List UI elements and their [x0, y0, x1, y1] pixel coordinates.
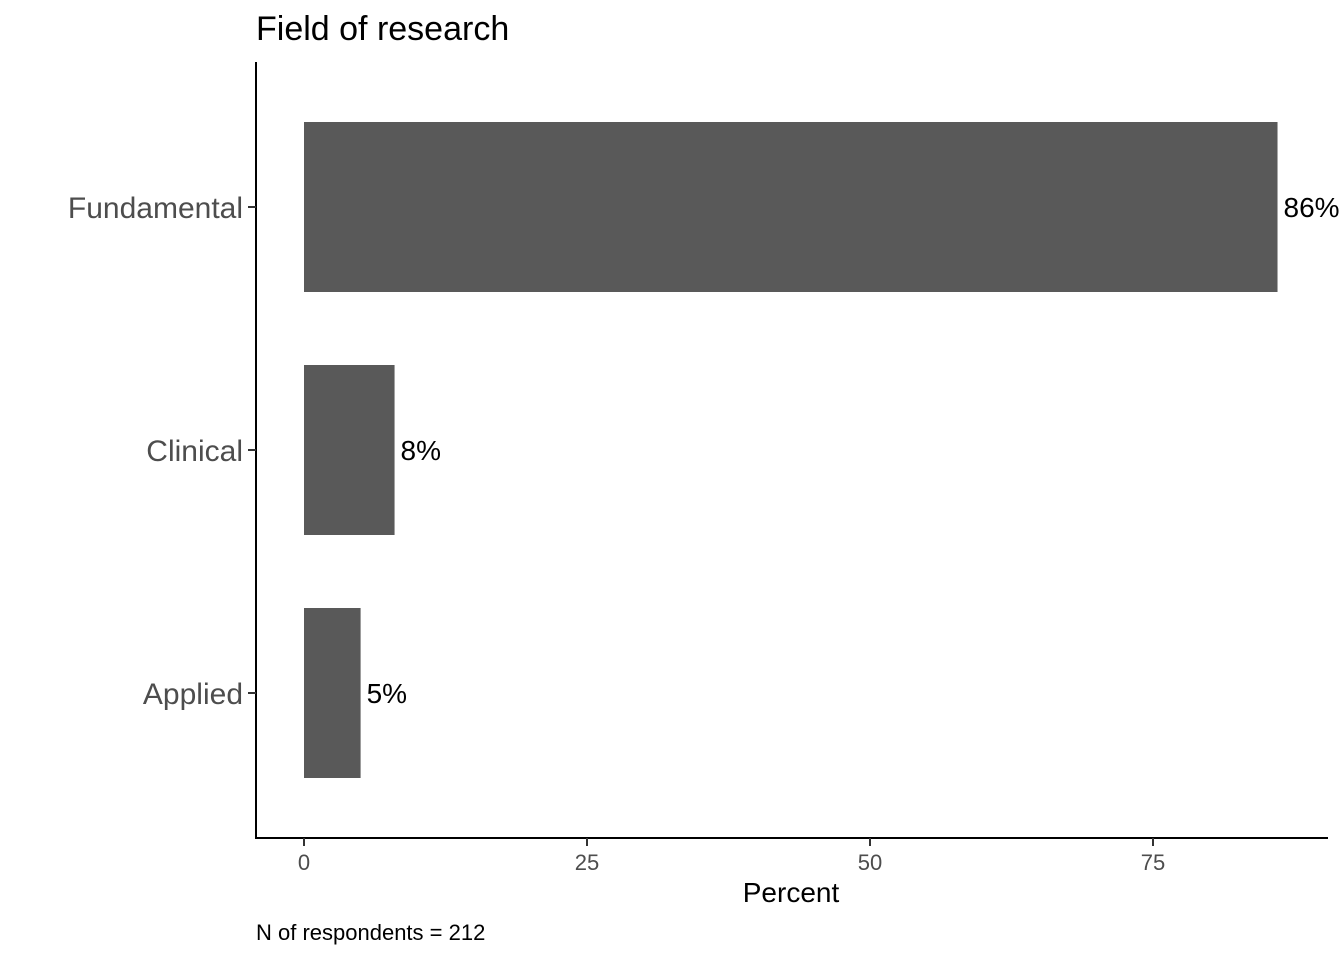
x-tick-label-0: 0	[298, 850, 310, 875]
bars-layer: 86% 8% 5%	[304, 122, 1340, 778]
x-tick-labels: 0 25 50 75	[298, 838, 1165, 875]
bar-applied	[304, 608, 361, 778]
respondents-caption: N of respondents = 212	[256, 920, 485, 945]
data-label-applied: 5%	[367, 678, 407, 709]
x-tick-label-25: 25	[575, 850, 599, 875]
bar-clinical	[304, 365, 395, 535]
category-label-applied: Applied	[143, 678, 243, 711]
category-labels: Fundamental Clinical Applied	[68, 192, 256, 711]
data-label-clinical: 8%	[401, 435, 441, 466]
data-label-fundamental: 86%	[1284, 192, 1340, 223]
x-axis-title: Percent	[743, 877, 840, 908]
chart-title: Field of research	[256, 10, 509, 48]
category-label-fundamental: Fundamental	[68, 192, 243, 225]
x-tick-label-75: 75	[1141, 850, 1165, 875]
bar-fundamental	[304, 122, 1278, 292]
category-label-clinical: Clinical	[146, 435, 243, 468]
x-tick-label-50: 50	[858, 850, 882, 875]
